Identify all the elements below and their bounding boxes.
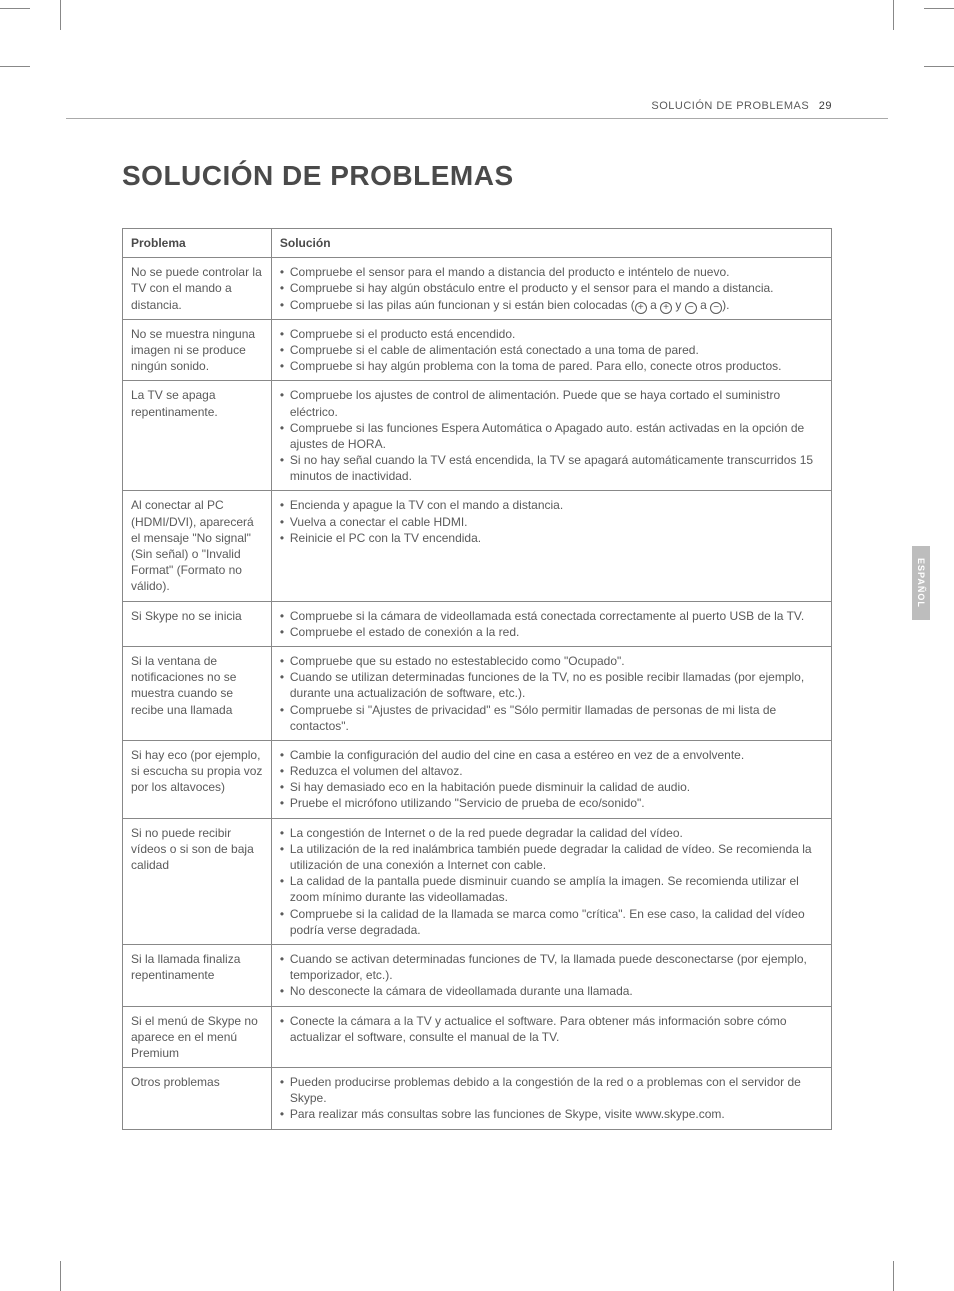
solution-item: La utilización de la red inalámbrica tam… xyxy=(280,841,823,873)
problem-cell: Al conectar al PC (HDMI/DVI), aparecerá … xyxy=(123,491,272,601)
solution-item: La congestión de Internet o de la red pu… xyxy=(280,825,823,841)
solution-cell: Cambie la configuración del audio del ci… xyxy=(271,740,831,818)
troubleshooting-table: Problema Solución No se puede controlar … xyxy=(122,228,832,1130)
page-title: SOLUCIÓN DE PROBLEMAS xyxy=(122,160,832,192)
solution-item: Reinicie el PC con la TV encendida. xyxy=(280,530,823,546)
solution-item: Compruebe si "Ajustes de privacidad" es … xyxy=(280,702,823,734)
solution-item: Compruebe si la calidad de la llamada se… xyxy=(280,906,823,938)
problem-cell: Si la ventana de notificaciones no se mu… xyxy=(123,646,272,740)
table-row: Si la ventana de notificaciones no se mu… xyxy=(123,646,832,740)
header-divider xyxy=(66,118,888,119)
solution-item: Reduzca el volumen del altavoz. xyxy=(280,763,823,779)
solution-item: Compruebe si el producto está encendido. xyxy=(280,326,823,342)
problem-cell: Si no puede recibir vídeos o si son de b… xyxy=(123,818,272,944)
solution-item: Si no hay señal cuando la TV está encend… xyxy=(280,452,823,484)
table-row: Si el menú de Skype no aparece en el men… xyxy=(123,1006,832,1068)
table-row: Si hay eco (por ejemplo, si escucha su p… xyxy=(123,740,832,818)
solution-item: Pruebe el micrófono utilizando "Servicio… xyxy=(280,795,823,811)
solution-item: Cuando se activan determinadas funciones… xyxy=(280,951,823,983)
problem-cell: Otros problemas xyxy=(123,1068,272,1130)
table-row: Otros problemasPueden producirse problem… xyxy=(123,1068,832,1130)
solution-cell: La congestión de Internet o de la red pu… xyxy=(271,818,831,944)
table-row: No se muestra ninguna imagen ni se produ… xyxy=(123,319,832,381)
solution-item: Conecte la cámara a la TV y actualice el… xyxy=(280,1013,823,1045)
solution-item: Compruebe si las funciones Espera Automá… xyxy=(280,420,823,452)
solution-cell: Compruebe que su estado no estestablecid… xyxy=(271,646,831,740)
solution-item: Si hay demasiado eco en la habitación pu… xyxy=(280,779,823,795)
table-row: Al conectar al PC (HDMI/DVI), aparecerá … xyxy=(123,491,832,601)
solution-cell: Cuando se activan determinadas funciones… xyxy=(271,944,831,1006)
document-page: SOLUCIÓN DE PROBLEMAS 29 SOLUCIÓN DE PRO… xyxy=(0,0,954,1190)
plus-icon: + xyxy=(660,302,672,314)
solution-item: Cambie la configuración del audio del ci… xyxy=(280,747,823,763)
solution-item: Compruebe el sensor para el mando a dist… xyxy=(280,264,823,280)
running-header-section: SOLUCIÓN DE PROBLEMAS xyxy=(651,100,809,112)
solution-item: La calidad de la pantalla puede disminui… xyxy=(280,873,823,905)
table-row: No se puede controlar la TV con el mando… xyxy=(123,258,832,320)
solution-item: Compruebe los ajustes de control de alim… xyxy=(280,387,823,419)
solution-item: Encienda y apague la TV con el mando a d… xyxy=(280,497,823,513)
table-row: Si Skype no se inicia Compruebe si la cám… xyxy=(123,601,832,646)
solution-item: Vuelva a conectar el cable HDMI. xyxy=(280,514,823,530)
problem-cell: Si la llamada finaliza repentinamente xyxy=(123,944,272,1006)
minus-icon: − xyxy=(710,302,722,314)
solution-cell: Encienda y apague la TV con el mando a d… xyxy=(271,491,831,601)
language-tab: ESPAÑOL xyxy=(912,546,930,620)
problem-cell: No se puede controlar la TV con el mando… xyxy=(123,258,272,320)
table-row: La TV se apaga repentinamente.Compruebe … xyxy=(123,381,832,491)
problem-cell: La TV se apaga repentinamente. xyxy=(123,381,272,491)
minus-icon: − xyxy=(685,302,697,314)
header-solution: Solución xyxy=(271,229,831,258)
solution-item: Compruebe si las pilas aún funcionan y s… xyxy=(280,297,823,313)
page-number: 29 xyxy=(819,100,832,112)
solution-item: Compruebe si hay algún problema con la t… xyxy=(280,358,823,374)
running-header: SOLUCIÓN DE PROBLEMAS 29 xyxy=(651,100,832,112)
problem-cell: Si Skype no se inicia xyxy=(123,601,272,646)
solution-item: Compruebe si el cable de alimentación es… xyxy=(280,342,823,358)
table-row: Si no puede recibir vídeos o si son de b… xyxy=(123,818,832,944)
solution-cell: Compruebe si el producto está encendido.… xyxy=(271,319,831,381)
solution-item: Pueden producirse problemas debido a la … xyxy=(280,1074,823,1106)
solution-item: Compruebe si hay algún obstáculo entre e… xyxy=(280,280,823,296)
problem-cell: Si el menú de Skype no aparece en el men… xyxy=(123,1006,272,1068)
solution-item: Compruebe si la cámara de videollamada e… xyxy=(280,608,823,624)
header-problem: Problema xyxy=(123,229,272,258)
plus-icon: + xyxy=(635,302,647,314)
solution-item: No desconecte la cámara de videollamada … xyxy=(280,983,823,999)
solution-item: Compruebe el estado de conexión a la red… xyxy=(280,624,823,640)
solution-item: Compruebe que su estado no estestablecid… xyxy=(280,653,823,669)
solution-item: Para realizar más consultas sobre las fu… xyxy=(280,1106,823,1122)
solution-cell: Compruebe los ajustes de control de alim… xyxy=(271,381,831,491)
solution-item: Cuando se utilizan determinadas funcione… xyxy=(280,669,823,701)
problem-cell: No se muestra ninguna imagen ni se produ… xyxy=(123,319,272,381)
solution-cell: Compruebe el sensor para el mando a dist… xyxy=(271,258,831,320)
problem-cell: Si hay eco (por ejemplo, si escucha su p… xyxy=(123,740,272,818)
solution-cell: Compruebe si la cámara de videollamada e… xyxy=(271,601,831,646)
table-row: Si la llamada finaliza repentinamenteCua… xyxy=(123,944,832,1006)
solution-cell: Conecte la cámara a la TV y actualice el… xyxy=(271,1006,831,1068)
solution-cell: Pueden producirse problemas debido a la … xyxy=(271,1068,831,1130)
